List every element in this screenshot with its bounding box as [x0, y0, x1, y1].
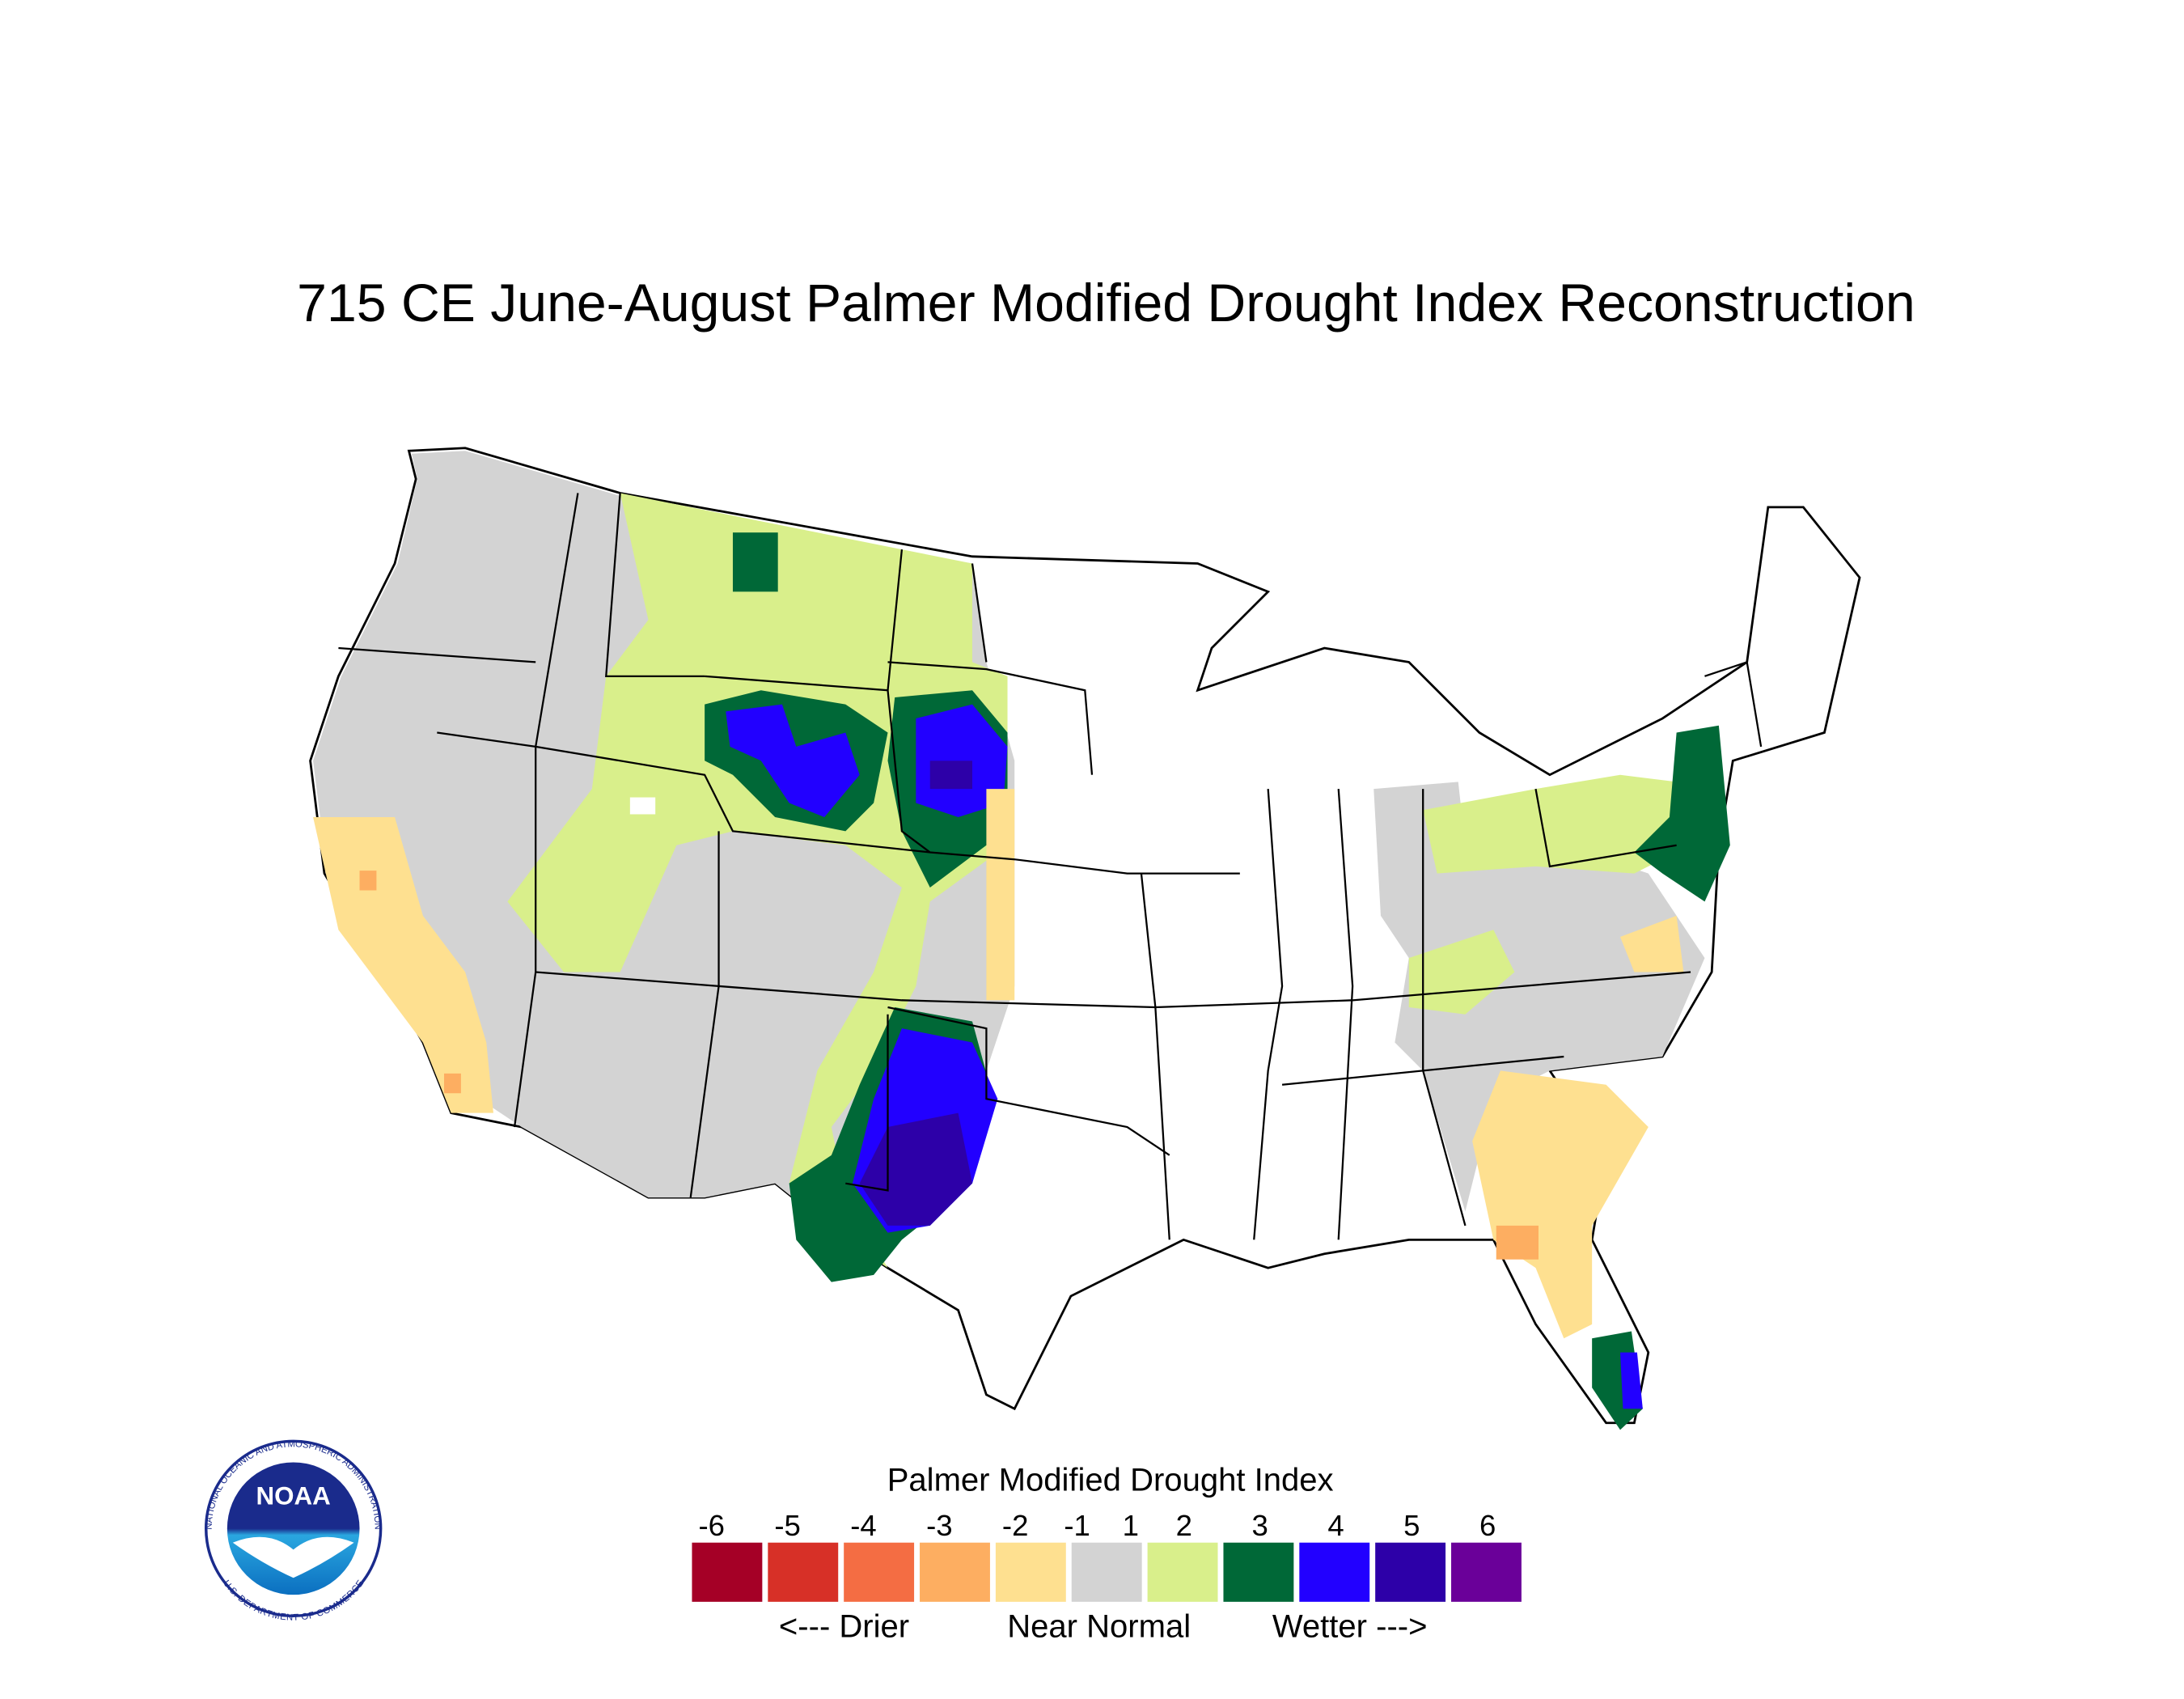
legend-swatch — [920, 1542, 990, 1602]
legend-swatch — [1223, 1542, 1294, 1602]
california-dry-cell — [359, 871, 377, 891]
legend-tick-label: 6 — [1479, 1509, 1496, 1542]
legend-swatch — [1299, 1542, 1370, 1602]
state-line — [887, 1006, 1170, 1156]
state-line — [535, 971, 1691, 1009]
very-wet-florida — [1619, 1352, 1643, 1409]
state-line — [605, 493, 705, 677]
california-dry — [313, 816, 493, 1113]
legend-swatch — [692, 1542, 763, 1602]
legend-swatch — [1071, 1542, 1142, 1602]
legend-swatch — [995, 1542, 1066, 1602]
legend-tick-label: 2 — [1176, 1509, 1192, 1542]
legend-tick-label: -5 — [774, 1509, 801, 1542]
state-line — [1253, 789, 1284, 1240]
legend-tick-label: 1 — [1123, 1509, 1139, 1542]
legend-title: Palmer Modified Drought Index — [887, 1462, 1334, 1498]
legend-wetter: Wetter ---> — [1272, 1608, 1428, 1644]
logo-name: NOAA — [256, 1482, 331, 1510]
state-line — [437, 731, 1240, 875]
legend-swatch — [1375, 1542, 1446, 1602]
state-line — [1140, 873, 1170, 1240]
very-wet-wyoming — [726, 704, 860, 817]
western-cell — [629, 797, 656, 815]
legend-normal: Near Normal — [1007, 1608, 1191, 1644]
wet-northeast — [1634, 725, 1730, 902]
legend-swatch — [1147, 1542, 1218, 1602]
state-line — [971, 563, 988, 663]
legend-tick-label: 4 — [1327, 1509, 1344, 1542]
state-line — [535, 493, 579, 748]
southeast-dry-cell — [1496, 1225, 1539, 1260]
legend-swatch — [844, 1542, 915, 1602]
state-line — [1281, 1055, 1564, 1086]
wet-mild-east — [1423, 774, 1691, 874]
state-line — [338, 646, 536, 663]
wet-montana — [732, 532, 778, 592]
state-line — [887, 661, 1094, 775]
legend-tick-label: -4 — [850, 1509, 877, 1542]
legend: Palmer Modified Drought Index <--- Drier… — [692, 1462, 1522, 1644]
legend-tick-label: 3 — [1251, 1509, 1268, 1542]
state-line — [1337, 789, 1354, 1240]
state-line — [845, 1014, 889, 1192]
california-dry-cell — [444, 1073, 461, 1094]
state-line — [1704, 660, 1763, 748]
state-line — [887, 549, 904, 691]
legend-tick-label: -2 — [1002, 1509, 1029, 1542]
virginia-dry — [1619, 915, 1684, 972]
legend-swatch — [768, 1542, 839, 1602]
wet-mild-central — [507, 493, 1008, 1269]
legend-swatch — [1451, 1542, 1522, 1602]
logo-disc — [226, 1462, 360, 1595]
legend-tick-label: -3 — [926, 1509, 953, 1542]
us-map — [309, 447, 1861, 1430]
southeast-dry — [1472, 1070, 1649, 1339]
legend-tick-label: -6 — [699, 1509, 726, 1542]
logo-gull — [232, 1536, 354, 1578]
legend-drier: <--- Drier — [779, 1608, 909, 1644]
state-line — [1534, 788, 1677, 868]
title: 715 CE June-August Palmer Modified Droug… — [297, 273, 1915, 333]
east-edge-dry — [986, 789, 1015, 1001]
noaa-logo: NOAA NATIONAL OCEANIC AND ATMOSPHERIC AD… — [205, 1439, 383, 1623]
legend-tick-label: 5 — [1403, 1509, 1420, 1542]
very-wet-dakota-core — [929, 761, 972, 790]
near-normal-east — [1373, 782, 1705, 1212]
state-line — [705, 675, 931, 854]
state-line — [513, 746, 537, 1128]
legend-tick-label: -1 — [1064, 1509, 1090, 1542]
state-line — [689, 831, 720, 1198]
